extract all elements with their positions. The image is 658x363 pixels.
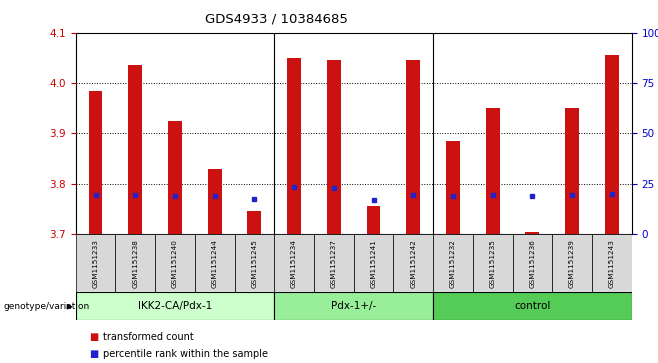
Text: Pdx-1+/-: Pdx-1+/- bbox=[331, 301, 376, 311]
Bar bbox=[234, 234, 274, 292]
Bar bbox=[393, 234, 433, 292]
Bar bbox=[513, 234, 552, 292]
Text: GSM1151232: GSM1151232 bbox=[450, 239, 456, 287]
Bar bbox=[354, 234, 393, 292]
Text: ■: ■ bbox=[89, 332, 98, 342]
Text: GSM1151237: GSM1151237 bbox=[331, 239, 337, 287]
Bar bbox=[486, 108, 499, 234]
Text: GSM1151234: GSM1151234 bbox=[291, 239, 297, 287]
Text: ■: ■ bbox=[89, 349, 98, 359]
Text: GSM1151233: GSM1151233 bbox=[93, 239, 99, 287]
Text: GSM1151236: GSM1151236 bbox=[530, 239, 536, 287]
Text: GDS4933 / 10384685: GDS4933 / 10384685 bbox=[205, 13, 348, 26]
Bar bbox=[208, 169, 222, 234]
Text: transformed count: transformed count bbox=[103, 332, 194, 342]
Text: percentile rank within the sample: percentile rank within the sample bbox=[103, 349, 268, 359]
Bar bbox=[128, 65, 142, 234]
Text: GSM1151244: GSM1151244 bbox=[212, 239, 218, 287]
Bar bbox=[473, 234, 513, 292]
Bar bbox=[155, 234, 195, 292]
Bar bbox=[247, 212, 261, 234]
Bar bbox=[314, 234, 354, 292]
Text: GSM1151239: GSM1151239 bbox=[569, 239, 575, 287]
Bar bbox=[287, 58, 301, 234]
Bar bbox=[168, 121, 182, 234]
Bar bbox=[76, 292, 274, 320]
Bar bbox=[89, 91, 103, 234]
Text: genotype/variation: genotype/variation bbox=[3, 302, 89, 311]
Text: GSM1151242: GSM1151242 bbox=[410, 239, 417, 287]
Bar bbox=[274, 234, 314, 292]
Bar bbox=[76, 234, 115, 292]
Bar bbox=[327, 60, 341, 234]
Bar bbox=[115, 234, 155, 292]
Text: GSM1151243: GSM1151243 bbox=[609, 239, 615, 287]
Bar bbox=[526, 232, 540, 234]
Bar bbox=[195, 234, 234, 292]
Bar bbox=[367, 207, 380, 234]
Bar bbox=[605, 55, 619, 234]
Text: GSM1151241: GSM1151241 bbox=[370, 239, 376, 287]
Text: GSM1151235: GSM1151235 bbox=[490, 239, 495, 287]
Bar bbox=[565, 108, 579, 234]
Bar bbox=[433, 292, 632, 320]
Text: IKK2-CA/Pdx-1: IKK2-CA/Pdx-1 bbox=[138, 301, 212, 311]
Bar bbox=[433, 234, 473, 292]
Bar bbox=[552, 234, 592, 292]
Bar bbox=[592, 234, 632, 292]
Text: GSM1151240: GSM1151240 bbox=[172, 239, 178, 287]
Bar bbox=[274, 292, 433, 320]
Text: control: control bbox=[514, 301, 551, 311]
Text: GSM1151238: GSM1151238 bbox=[132, 239, 138, 287]
Text: GSM1151245: GSM1151245 bbox=[251, 239, 257, 287]
Bar bbox=[406, 60, 420, 234]
Bar bbox=[446, 141, 460, 234]
